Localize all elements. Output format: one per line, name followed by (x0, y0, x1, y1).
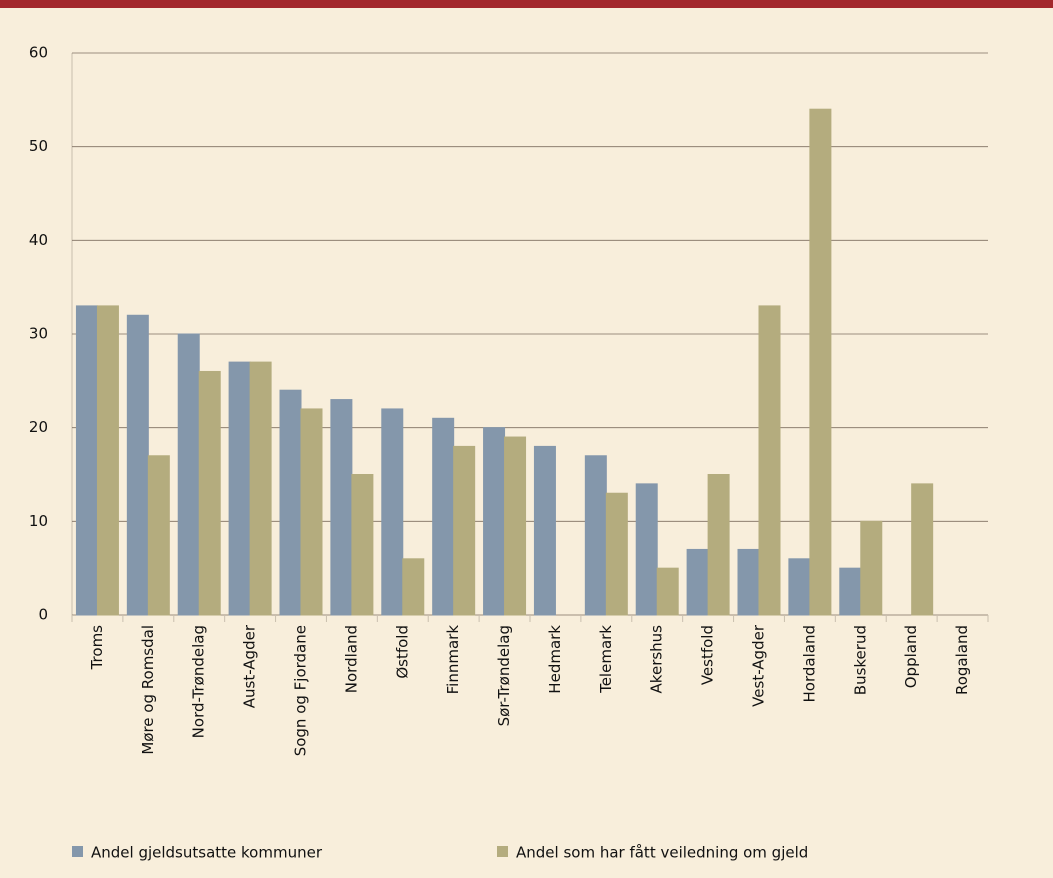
bar (279, 389, 302, 616)
y-tick-label: 30 (29, 325, 48, 343)
y-tick-label: 20 (29, 418, 48, 436)
bar (483, 427, 506, 616)
y-tick-label: 10 (29, 512, 48, 530)
x-tick-label: Finnmark (444, 625, 462, 695)
bar (584, 455, 607, 616)
x-tick-label: Akershus (648, 625, 666, 694)
y-tick-label: 50 (29, 137, 48, 155)
bar (656, 567, 679, 616)
bar (809, 108, 832, 616)
x-tick-label: Rogaland (953, 625, 971, 695)
x-tick-label: Nord-Trøndelag (190, 625, 208, 738)
legend-label: Andel som har fått veiledning om gjeld (516, 844, 808, 862)
bar (635, 483, 658, 616)
x-tick-label: Aust-Agder (241, 624, 259, 708)
bar (839, 567, 862, 616)
x-tick-label: Oppland (902, 625, 920, 688)
bar (177, 333, 200, 616)
bar (432, 417, 455, 616)
y-tick-label: 40 (29, 231, 48, 249)
bar (96, 305, 119, 616)
bar (911, 483, 934, 616)
x-tick-label: Hedmark (546, 625, 564, 694)
bar (300, 408, 323, 616)
legend-label: Andel gjeldsutsatte kommuner (91, 844, 323, 862)
bar (75, 305, 98, 616)
x-tick-label: Sogn og Fjordane (292, 625, 310, 756)
bar (737, 548, 760, 616)
bar (533, 445, 556, 616)
bar (381, 408, 404, 616)
bar (504, 436, 527, 616)
bar (758, 305, 781, 616)
x-tick-label: Troms (88, 625, 106, 671)
legend-swatch (72, 846, 83, 857)
x-tick-label: Møre og Romsdal (139, 625, 157, 755)
x-tick-label: Sør-Trøndelag (495, 625, 513, 726)
x-tick-label: Vestfold (699, 625, 717, 685)
bar (330, 399, 353, 616)
bar (147, 455, 170, 616)
y-tick-label: 60 (29, 44, 48, 62)
bar (707, 474, 730, 616)
x-tick-label: Telemark (597, 625, 615, 694)
bar (351, 474, 374, 616)
x-tick-label: Vest-Agder (750, 624, 768, 707)
bar (860, 520, 883, 616)
bar (605, 492, 628, 616)
bar (402, 558, 425, 616)
x-tick-label: Østfold (393, 625, 411, 679)
x-tick-label: Buskerud (851, 625, 869, 695)
y-tick-label: 0 (38, 606, 48, 624)
x-tick-label: Hordaland (800, 625, 818, 702)
bar (198, 370, 221, 616)
x-tick-label: Nordland (342, 625, 360, 693)
bar (126, 314, 149, 616)
bar (249, 361, 272, 616)
legend-swatch (497, 846, 508, 857)
bar (686, 548, 709, 616)
bar (453, 445, 476, 616)
bar (228, 361, 251, 616)
top-bar (0, 0, 1053, 8)
bar (788, 558, 811, 616)
